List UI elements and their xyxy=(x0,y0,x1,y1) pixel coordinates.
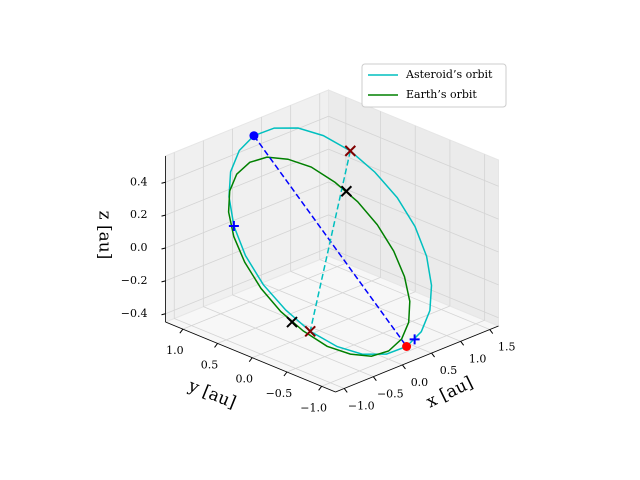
y-tick-label: −0.5 xyxy=(266,387,293,400)
z-tick-label: −0.4 xyxy=(121,307,148,320)
grid-line xyxy=(165,181,329,249)
x-tick xyxy=(489,329,494,334)
grid-line xyxy=(319,259,490,330)
plot-area xyxy=(227,127,433,357)
grid-line xyxy=(165,148,329,216)
grid-line xyxy=(165,115,329,183)
z-tick xyxy=(161,313,166,316)
y-tick-label: −1.0 xyxy=(300,401,327,414)
z-tick-label: −0.2 xyxy=(121,274,148,287)
cross-marker xyxy=(304,325,316,338)
connector-line xyxy=(309,150,352,332)
axes: −1.0−0.50.00.51.01.51.00.50.0−0.5−1.0−0.… xyxy=(121,156,516,414)
grid-line xyxy=(328,247,499,319)
grid-line xyxy=(182,262,346,330)
grid-line xyxy=(328,148,499,220)
grid-line xyxy=(165,214,329,282)
x-tick-label: −1.0 xyxy=(348,399,375,412)
grid-line xyxy=(290,270,461,342)
y-tick xyxy=(248,357,253,363)
grid-line xyxy=(321,319,485,387)
x-axis-line xyxy=(335,325,499,393)
grid-line xyxy=(165,247,329,315)
z-tick-label: 0.4 xyxy=(130,175,148,188)
y-tick xyxy=(318,385,323,391)
y-tick-label: 0.0 xyxy=(235,373,253,386)
cross-marker xyxy=(286,316,298,328)
x-tick-label: 0.0 xyxy=(411,376,429,389)
plus-marker xyxy=(409,334,420,345)
orbit-line xyxy=(227,156,411,357)
grid-line xyxy=(286,305,451,373)
y-tick-label: 0.5 xyxy=(201,358,219,371)
x-tick-label: 0.5 xyxy=(440,364,458,377)
x-tick-label: 1.5 xyxy=(498,341,516,354)
grid-line xyxy=(328,181,499,253)
grid-line xyxy=(232,294,403,366)
grid-line xyxy=(174,318,345,389)
x-tick xyxy=(431,352,435,358)
cross-marker xyxy=(344,145,357,157)
y-axis-line xyxy=(165,321,336,393)
x-tick-label: −0.5 xyxy=(377,388,404,401)
x-tick xyxy=(402,364,406,370)
z-tick-label: 0.2 xyxy=(130,208,148,221)
y-tick xyxy=(214,343,218,348)
point-marker xyxy=(249,131,259,141)
x-tick xyxy=(343,388,348,393)
y-tick-label: 1.0 xyxy=(166,344,184,357)
grid-line xyxy=(328,214,499,286)
y-tick xyxy=(179,328,184,334)
legend-label: Asteroid’s orbit xyxy=(405,68,493,81)
orbit-line xyxy=(228,127,433,355)
x-tick xyxy=(460,341,465,346)
grid-line xyxy=(328,115,499,187)
z-tick xyxy=(161,247,166,250)
z-tick xyxy=(161,181,166,184)
grid-line xyxy=(252,291,416,359)
z-tick xyxy=(161,280,166,283)
z-axis-label: z [au] xyxy=(95,211,115,260)
x-tick-label: 1.0 xyxy=(469,352,487,365)
grid xyxy=(165,93,499,389)
z-tick xyxy=(161,214,166,217)
legend: Asteroid’s orbit Earth’s orbit xyxy=(361,63,507,108)
plus-marker xyxy=(228,220,239,231)
grid-line xyxy=(217,277,381,344)
cross-marker xyxy=(340,185,353,197)
legend-label: Earth’s orbit xyxy=(406,88,477,101)
x-tick xyxy=(372,376,377,381)
y-tick xyxy=(283,371,288,377)
z-tick-label: 0.0 xyxy=(130,241,148,254)
grid-line xyxy=(203,306,374,378)
point-marker xyxy=(402,341,412,351)
